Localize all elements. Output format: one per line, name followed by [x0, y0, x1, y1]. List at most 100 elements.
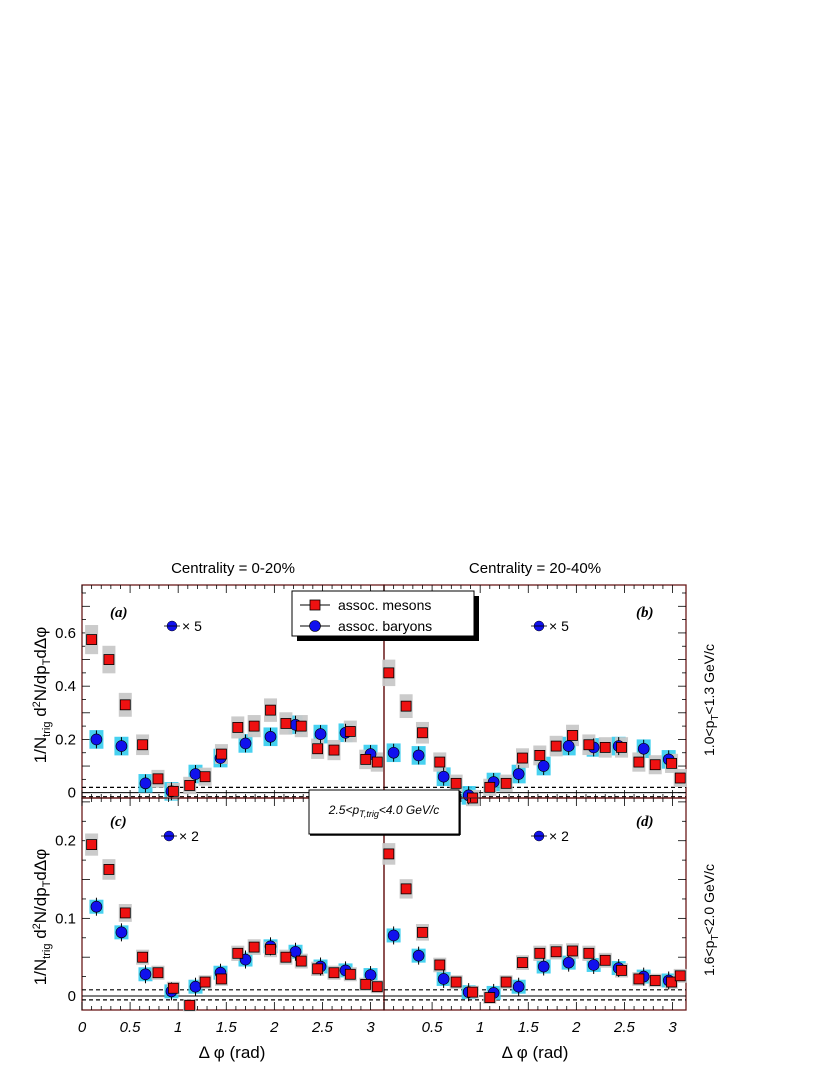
meson-point — [137, 739, 148, 751]
meson-point — [295, 720, 307, 732]
scale-note: × 2 — [549, 828, 569, 844]
baryon-point — [412, 749, 425, 762]
meson-point — [383, 848, 395, 860]
baryon-point — [289, 945, 302, 958]
x-tick-label: 3 — [668, 1019, 677, 1036]
meson-point — [674, 970, 686, 982]
y-axis-label-top: 1/Ntrig d2N/dpTdΔφ — [31, 627, 53, 764]
baryon-point — [264, 730, 277, 743]
meson-point — [312, 743, 324, 755]
meson-point — [534, 750, 546, 761]
meson-point — [184, 999, 196, 1011]
meson-point — [567, 730, 578, 741]
baryon-point — [139, 777, 152, 790]
scale-note: × 2 — [179, 828, 199, 844]
x-tick-label: 1.5 — [216, 1019, 238, 1036]
panel-label: (b) — [636, 605, 654, 621]
meson-point — [484, 992, 496, 1003]
x-tick-label: 0 — [78, 1019, 87, 1036]
y-tick-label: 0 — [68, 988, 76, 1005]
legend-meson-label: assoc. mesons — [338, 597, 431, 613]
baryon-point — [90, 733, 103, 746]
baryon-point — [637, 742, 650, 755]
y-tick-label: 0.2 — [55, 731, 76, 748]
baryon-point — [90, 900, 103, 913]
meson-point — [152, 967, 164, 979]
meson-point — [666, 976, 677, 988]
baryon-point — [587, 959, 600, 971]
baryon-point — [189, 768, 202, 780]
baryon-point — [537, 960, 550, 973]
meson-point — [400, 700, 412, 712]
meson-point — [450, 976, 462, 988]
y-tick-label: 0.6 — [55, 625, 76, 642]
meson-point — [360, 978, 372, 990]
meson-point — [666, 757, 677, 769]
meson-point — [467, 986, 478, 998]
meson-point — [199, 976, 211, 988]
meson-point — [599, 954, 611, 966]
meson-point — [344, 726, 356, 737]
panel-3: 0 0.1 0.2 0 0.5 1 1.5 2 2.5 3 (c) × 2 — [55, 797, 385, 1036]
y-tick-label: 0 — [68, 785, 76, 802]
meson-point — [103, 654, 115, 665]
x-tick-label: 2.5 — [311, 1019, 334, 1036]
y-tick-label: 0.4 — [55, 678, 76, 695]
meson-point — [167, 982, 179, 994]
meson-point — [484, 781, 496, 793]
panel-label: (d) — [636, 814, 654, 830]
meson-point — [674, 772, 686, 784]
x-axis-label-left: Δ φ (rad) — [199, 1043, 266, 1062]
meson-point — [583, 739, 595, 751]
x-tick-label: 0.5 — [422, 1019, 444, 1036]
baryon-point — [239, 737, 252, 750]
panel-4: 0.5 1 1.5 2 2.5 3 (d) × 2 — [382, 797, 687, 1036]
scale-note: × 5 — [549, 618, 569, 634]
meson-point — [280, 951, 292, 963]
column-title-right: Centrality = 20-40% — [469, 560, 601, 577]
meson-point — [371, 756, 383, 768]
x-tick-label: 1 — [476, 1019, 484, 1036]
meson-point — [450, 777, 462, 789]
meson-point — [517, 957, 528, 969]
y-tick-label: 0.1 — [55, 910, 76, 927]
baryon-point — [115, 926, 128, 939]
meson-point — [199, 771, 211, 783]
meson-point — [599, 742, 611, 753]
meson-point — [137, 951, 148, 963]
baryon-point — [562, 956, 575, 969]
meson-point — [417, 926, 428, 938]
column-title-left: Centrality = 0-20% — [171, 560, 295, 577]
meson-point — [328, 744, 340, 756]
meson-point — [248, 720, 260, 732]
x-tick-label: 2 — [269, 1019, 279, 1036]
legend-baryon-label: assoc. baryons — [338, 618, 432, 634]
meson-point — [649, 759, 661, 771]
baryon-point — [537, 760, 550, 772]
scale-note: × 5 — [182, 618, 202, 634]
meson-point — [152, 773, 164, 785]
baryon-point — [314, 728, 327, 740]
meson-point — [633, 973, 645, 985]
baryon-point — [437, 770, 450, 783]
trigger-box: 2.5<pT,trig<4.0 GeV/c — [308, 789, 461, 836]
baryon-point — [512, 768, 525, 780]
baryon-point — [387, 746, 400, 759]
meson-point — [265, 704, 276, 716]
meson-point — [633, 756, 645, 768]
meson-point — [328, 967, 340, 979]
baryon-point — [562, 740, 575, 752]
baryon-point — [189, 980, 202, 993]
meson-point — [248, 941, 260, 953]
y-axis-label-bottom: 1/Ntrig d2N/dpTdΔφ — [31, 849, 53, 986]
meson-point — [344, 968, 356, 980]
baryon-point — [364, 969, 377, 981]
meson-point — [534, 947, 546, 959]
panel-label: (a) — [110, 605, 128, 621]
meson-point — [119, 907, 131, 919]
meson-point — [517, 752, 528, 764]
panel-1: 0 0.2 0.4 0.6 (a) × 5 — [55, 584, 385, 802]
legend-baryon-marker — [309, 620, 321, 632]
meson-point — [583, 947, 595, 959]
meson-point — [216, 748, 227, 760]
